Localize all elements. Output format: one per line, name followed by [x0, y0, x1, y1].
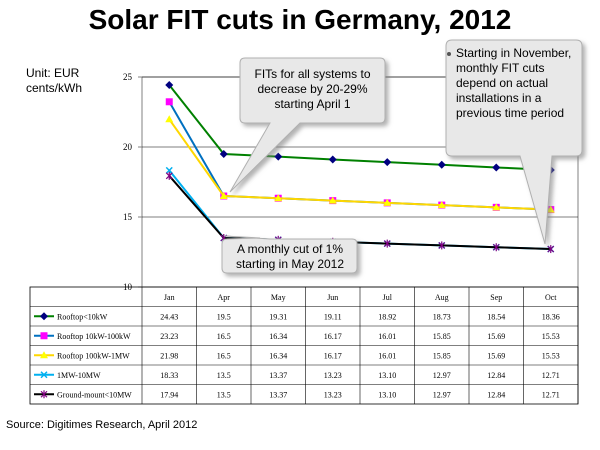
data-label: 16.01 [378, 332, 396, 341]
y-tick-label: 25 [123, 72, 133, 82]
legend-entry: Rooftop<10kW [57, 312, 108, 321]
series-2-point [383, 198, 392, 206]
x-tick-label: Oct [545, 293, 557, 302]
series-2-point [165, 115, 174, 123]
data-label: 24.43 [160, 312, 178, 321]
data-label: 18.73 [433, 312, 451, 321]
series-0-point [383, 158, 392, 167]
x-tick-label: Aug [435, 293, 449, 302]
data-label: 16.5 [217, 332, 231, 341]
data-label: 18.36 [542, 312, 560, 321]
data-label: 16.17 [324, 332, 342, 341]
series-2-point [328, 196, 337, 204]
x-tick-label: Jun [327, 293, 338, 302]
series-2-point [274, 194, 283, 202]
x-tick-label: Sep [490, 293, 502, 302]
callout-november: Starting in November, monthly FIT cuts d… [456, 46, 572, 120]
data-label: 13.5 [217, 390, 231, 399]
callout-april-bubble [229, 57, 386, 193]
series-0-point [492, 163, 501, 172]
data-label: 16.17 [324, 351, 342, 360]
legend-key-marker [40, 312, 48, 321]
data-label: 21.98 [160, 351, 178, 360]
y-tick-label: 20 [123, 142, 133, 152]
source-note: Source: Digitimes Research, April 2012 [6, 419, 198, 431]
data-label: 15.53 [542, 332, 560, 341]
legend-key-marker [40, 332, 48, 340]
data-label: 18.33 [160, 371, 178, 380]
unit-label: Unit: EUR cents/kWh [26, 66, 83, 95]
data-label: 16.01 [378, 351, 396, 360]
data-label: 15.69 [487, 351, 505, 360]
data-label: 13.5 [217, 371, 231, 380]
data-label: 12.84 [487, 371, 505, 380]
data-label: 15.85 [433, 332, 451, 341]
data-label: 19.5 [217, 312, 231, 321]
data-label: 13.37 [269, 390, 287, 399]
legend-entry: Ground-mount<10MW [57, 390, 132, 399]
callout-may-bubble [221, 235, 358, 274]
data-label: 19.31 [269, 312, 287, 321]
data-label: 15.53 [542, 351, 560, 360]
legend-entry: Rooftop 100kW-1MW [57, 351, 130, 360]
series-3-point [165, 166, 173, 174]
series-line-4 [168, 175, 551, 251]
legend-key-marker [40, 351, 48, 359]
data-label: 13.10 [378, 390, 396, 399]
series-0-point [219, 150, 228, 158]
data-label: 15.85 [433, 351, 451, 360]
data-label: 17.94 [160, 390, 178, 399]
callout-april: FITs for all systems to decrease by 20-2… [254, 67, 371, 111]
data-label: 13.37 [269, 371, 287, 380]
data-label: 13.23 [324, 371, 342, 380]
data-label: 19.11 [324, 312, 342, 321]
data-label: 12.71 [542, 390, 560, 399]
data-label: 16.34 [269, 332, 287, 341]
page-title: Solar FIT cuts in Germany, 2012 [88, 4, 512, 35]
series-line-2 [168, 118, 551, 211]
legend-entry: Rooftop 10kW-100kW [57, 332, 131, 341]
series-4-point [438, 241, 446, 250]
data-label: 15.69 [487, 332, 505, 341]
series-line-0 [168, 84, 551, 171]
legend-key-marker [40, 371, 48, 379]
data-label: 13.10 [378, 371, 396, 380]
series-2-point [219, 192, 228, 199]
series-1-point [165, 98, 173, 106]
legend-entry: 1MW-10MW [57, 371, 101, 380]
series-4-point [165, 171, 173, 180]
x-tick-label: Apr [218, 293, 231, 302]
data-label: 16.5 [217, 351, 231, 360]
callout-november-bubble [445, 39, 583, 245]
bullet-dot [447, 52, 451, 56]
series-2-point [437, 201, 446, 209]
data-label: 12.84 [487, 390, 505, 399]
series-0-point [165, 80, 174, 89]
data-label: 12.71 [542, 371, 560, 380]
data-label: 12.97 [433, 390, 451, 399]
data-label: 13.23 [324, 390, 342, 399]
series-2-point [492, 203, 501, 211]
x-tick-label: Jul [383, 293, 393, 302]
data-label: 18.54 [487, 312, 505, 321]
callout-shapes [221, 39, 583, 274]
x-tick-label: Jan [164, 293, 175, 302]
callout-may: A monthly cut of 1% starting in May 2012 [235, 242, 345, 271]
legend-key-marker [40, 390, 48, 399]
series-4-point [547, 245, 555, 254]
series-0-point [328, 155, 337, 164]
x-tick-label: May [271, 293, 286, 302]
data-label: 16.34 [269, 351, 287, 360]
y-tick-label: 15 [123, 212, 133, 222]
data-table: Jan Apr May Jun Jul Aug Sep Oct Rooftop<10kW 24.4… [29, 286, 579, 405]
data-label: 18.92 [378, 312, 396, 321]
series-0-point [437, 160, 446, 169]
series-4-point [383, 239, 391, 248]
series-4-point [492, 243, 500, 252]
data-label: 23.23 [160, 332, 178, 341]
series-0-point [274, 152, 283, 161]
series-2-point [546, 205, 555, 213]
data-label: 12.97 [433, 371, 451, 380]
